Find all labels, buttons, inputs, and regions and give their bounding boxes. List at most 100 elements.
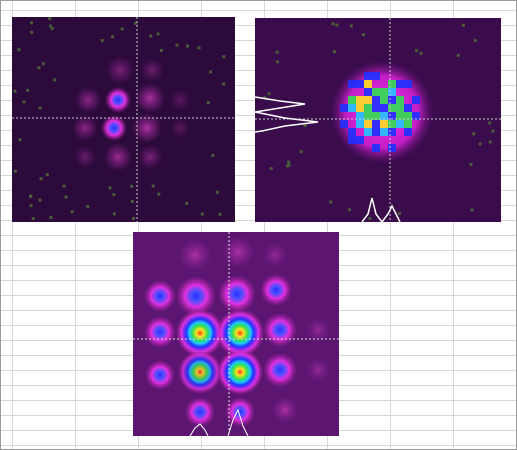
noise (285, 164, 289, 168)
noise (222, 55, 226, 59)
noise (478, 142, 482, 146)
noise (215, 190, 219, 194)
pixel (380, 88, 388, 96)
noise (349, 24, 353, 28)
noise (26, 88, 30, 92)
noise (488, 140, 492, 144)
noise (347, 208, 351, 212)
pixel (396, 96, 404, 104)
pixel (372, 104, 380, 112)
pixel (404, 128, 412, 136)
noise (461, 23, 465, 27)
noise (62, 184, 66, 188)
pixel (356, 112, 364, 120)
pixel (364, 96, 372, 104)
noise (130, 184, 134, 188)
pixel (380, 104, 388, 112)
noise (45, 173, 49, 177)
pixel (388, 80, 396, 88)
noise (29, 204, 33, 208)
pixel (404, 80, 412, 88)
noise (185, 201, 189, 205)
noise (37, 66, 41, 70)
noise (222, 82, 226, 86)
noise (30, 30, 34, 34)
noise (49, 216, 53, 220)
noise (470, 208, 474, 212)
pixel (372, 128, 380, 136)
pixel (356, 120, 364, 128)
noise (211, 153, 215, 157)
pixel (404, 112, 412, 120)
noise (41, 62, 45, 66)
noise (70, 210, 74, 214)
noise (29, 21, 33, 25)
pixel (380, 128, 388, 136)
pixel (380, 112, 388, 120)
noise (18, 138, 22, 142)
pixel (348, 96, 356, 104)
noise (329, 200, 333, 204)
noise (491, 129, 495, 133)
noise (469, 163, 473, 167)
pixel (372, 88, 380, 96)
noise (303, 124, 307, 128)
noise (185, 44, 189, 48)
noise (415, 48, 419, 52)
pixel (372, 144, 380, 152)
pixel (348, 80, 356, 88)
noise (419, 51, 423, 55)
pixel (356, 104, 364, 112)
noise (156, 32, 160, 36)
noise (64, 195, 68, 199)
pixel (364, 104, 372, 112)
pixel (412, 112, 420, 120)
pixel (396, 120, 404, 128)
noise (111, 35, 115, 39)
noise (22, 100, 26, 104)
noise (267, 92, 271, 96)
noise (335, 23, 339, 27)
pixel (388, 144, 396, 152)
pixel (396, 80, 404, 88)
beam-image-1 (12, 17, 235, 222)
pixel (380, 120, 388, 128)
pixel (356, 80, 364, 88)
noise (86, 204, 90, 208)
noise (263, 96, 267, 100)
noise (275, 60, 279, 64)
noise (13, 169, 17, 173)
pixel (356, 136, 364, 144)
noise (28, 194, 32, 198)
pixel (396, 112, 404, 120)
noise (130, 200, 134, 204)
noise (299, 150, 303, 154)
noise (108, 186, 112, 190)
noise (175, 43, 179, 47)
pixel (372, 96, 380, 104)
pixel (348, 128, 356, 136)
pixel (380, 96, 388, 104)
pixel (356, 96, 364, 104)
noise (206, 100, 210, 104)
noise (131, 216, 135, 220)
pixel (388, 112, 396, 120)
pixel (372, 120, 380, 128)
noise (287, 163, 291, 167)
pixel (364, 88, 372, 96)
noise (100, 39, 104, 43)
pixel (412, 96, 420, 104)
pixel (340, 104, 348, 112)
noise (52, 78, 56, 82)
noise (368, 217, 372, 221)
beam-image-3 (133, 232, 339, 437)
noise (17, 48, 21, 52)
noise (287, 160, 291, 164)
noise (275, 50, 279, 54)
noise (361, 33, 365, 37)
pixel (348, 136, 356, 144)
pixel (404, 120, 412, 128)
noise (49, 24, 53, 28)
noise (151, 184, 155, 188)
